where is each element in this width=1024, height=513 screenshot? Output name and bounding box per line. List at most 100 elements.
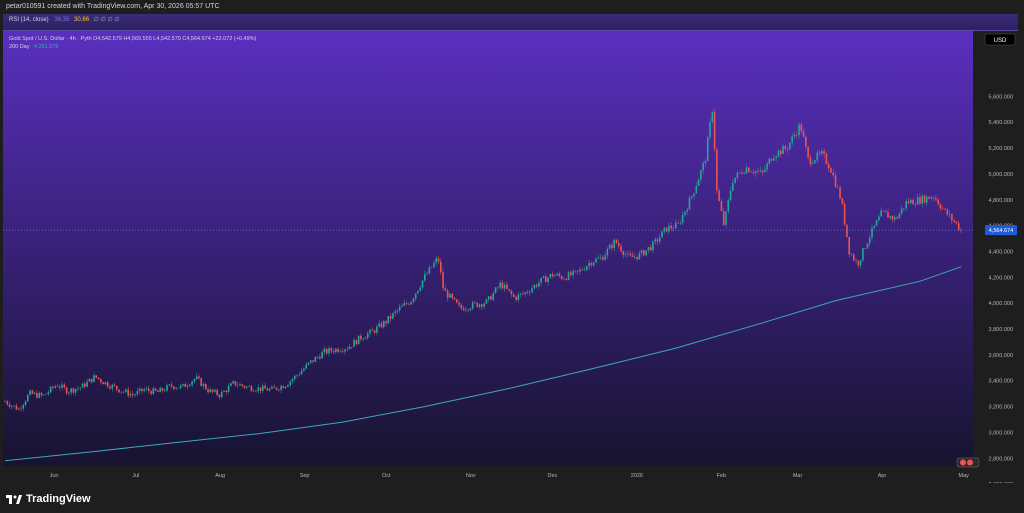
- candle-body: [405, 303, 408, 304]
- time-tick-label: Dec: [548, 473, 558, 479]
- candle-body: [220, 391, 223, 398]
- candle-body: [474, 302, 476, 303]
- candle-body: [312, 360, 314, 362]
- candle-body: [811, 162, 814, 165]
- candle-body: [595, 258, 597, 263]
- currency-box[interactable]: [984, 33, 1016, 46]
- candle-body: [104, 382, 107, 385]
- price-tick-label: 4,400.000: [989, 249, 1013, 255]
- candle-body: [533, 284, 536, 289]
- candle-body: [204, 384, 207, 390]
- candle-body: [706, 137, 709, 161]
- ma-legend-label[interactable]: 200 Day: [9, 44, 30, 50]
- candle-body: [65, 387, 68, 394]
- candle-body: [889, 215, 892, 218]
- candle-body: [362, 338, 365, 340]
- candle-body: [84, 383, 86, 387]
- candle-body: [161, 388, 164, 391]
- candle-body: [47, 392, 50, 395]
- candle-body: [638, 253, 641, 260]
- candle-body: [704, 160, 707, 164]
- candle-body: [713, 111, 716, 150]
- time-axis[interactable]: Jun Jul Aug Sep Oct Nov Dec 2026 Feb Mar Apr May: [50, 473, 970, 479]
- candle-body: [403, 303, 406, 306]
- candle-body: [695, 186, 698, 194]
- candle-body: [321, 352, 323, 359]
- candle-body: [259, 387, 262, 391]
- candle-body: [396, 310, 399, 312]
- candle-body: [928, 196, 930, 199]
- candle-body: [179, 385, 182, 388]
- candle-body: [789, 142, 791, 150]
- candle-body: [887, 212, 889, 218]
- candle-body: [574, 270, 577, 272]
- candle-body: [223, 390, 225, 392]
- price-chart[interactable]: 5,600.000 5,400.000 5,200.000 5,000.000 4,80…: [3, 31, 1018, 488]
- candle-body: [540, 277, 542, 283]
- candle-body: [827, 163, 830, 169]
- candle-body: [823, 151, 825, 155]
- candle-body: [686, 209, 689, 212]
- price-tick-label: 5,000.000: [989, 172, 1013, 178]
- price-tick-label: 4,200.000: [989, 275, 1013, 281]
- candle-body: [818, 152, 821, 154]
- candle-body: [957, 223, 960, 230]
- candle-body: [515, 296, 517, 300]
- candle-body: [786, 148, 789, 150]
- candle-body: [763, 169, 766, 173]
- candle-body: [499, 282, 501, 288]
- candle-body: [52, 386, 54, 388]
- candle-body: [296, 375, 298, 376]
- candle-body: [581, 269, 584, 271]
- candle-body: [750, 171, 752, 173]
- candle-body: [408, 303, 410, 305]
- candle-body: [932, 197, 935, 199]
- rsi-value-primary: 36.35: [54, 17, 70, 23]
- candle-body: [718, 190, 720, 202]
- price-tick-label: 3,400.000: [989, 379, 1013, 385]
- candle-body: [435, 258, 438, 263]
- candle-body: [839, 187, 841, 199]
- price-chart-svg[interactable]: 5,600.000 5,400.000 5,200.000 5,000.000 4,80…: [3, 31, 1018, 488]
- currency-label: USD: [994, 38, 1007, 44]
- candle-body: [157, 390, 159, 392]
- candle-body: [878, 216, 880, 221]
- candle-body: [576, 270, 579, 272]
- candle-body: [722, 211, 725, 225]
- candle-body: [255, 390, 257, 392]
- candle-body: [17, 408, 20, 410]
- candle-body: [77, 388, 79, 390]
- candle-body: [627, 253, 629, 255]
- candle-body: [875, 220, 878, 226]
- candle-body: [451, 293, 453, 298]
- candle-body: [460, 304, 463, 309]
- symbol-legend[interactable]: Gold Spot / U.S. Dollar · 4h · Pyth O4,5…: [9, 36, 257, 42]
- event-marker-icon[interactable]: [967, 459, 973, 466]
- candle-body: [86, 381, 88, 387]
- candle-body: [27, 394, 29, 402]
- candle-body: [951, 214, 953, 221]
- rsi-pane[interactable]: RSI (14, close) 36.35 30.86 ∅ ∅ ∅ ∅: [3, 14, 1018, 31]
- candle-body: [891, 215, 894, 220]
- candle-body: [681, 214, 684, 223]
- candle-body: [387, 316, 390, 324]
- candle-body: [567, 272, 570, 280]
- price-tick-label: 4,800.000: [989, 198, 1013, 204]
- candle-body: [494, 287, 497, 294]
- candle-body: [97, 377, 100, 380]
- candle-body: [560, 276, 563, 279]
- scroll-to-realtime[interactable]: [956, 457, 980, 468]
- tradingview-logo[interactable]: TradingView: [6, 493, 91, 505]
- candle-body: [528, 292, 531, 293]
- candle-body: [544, 276, 547, 283]
- event-marker-icon[interactable]: [960, 459, 966, 466]
- candle-body: [615, 239, 618, 244]
- candle-body: [907, 201, 910, 204]
- candle-body: [207, 389, 209, 393]
- candle-body: [122, 391, 125, 393]
- candle-body: [611, 244, 613, 249]
- price-tick-label: 2,800.000: [989, 456, 1013, 462]
- candle-body: [330, 348, 333, 352]
- candle-body: [421, 280, 424, 288]
- candle-body: [173, 386, 175, 389]
